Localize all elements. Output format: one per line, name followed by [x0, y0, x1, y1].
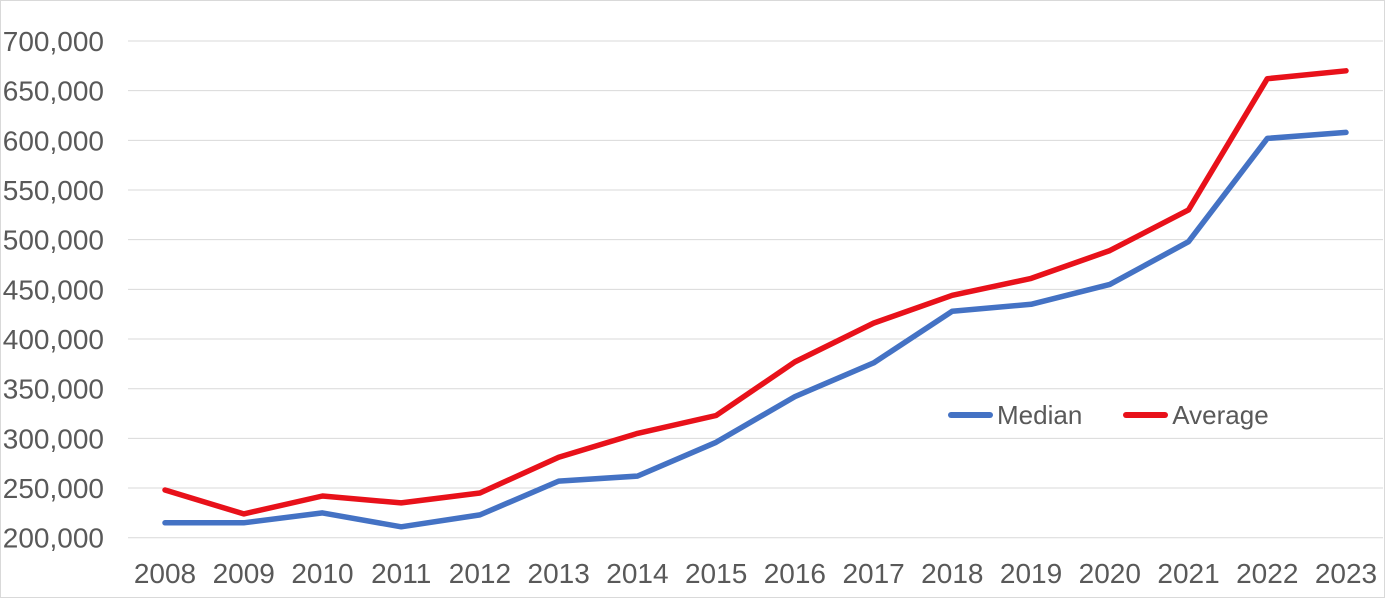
x-axis-label: 2013	[528, 558, 590, 589]
x-axis-label: 2012	[449, 558, 511, 589]
x-axis-label: 2008	[134, 558, 196, 589]
y-axis-label: 650,000	[3, 76, 104, 107]
legend-item-average: Average	[1123, 399, 1269, 431]
legend-label-average: Average	[1172, 400, 1269, 430]
y-axis-label: 550,000	[3, 175, 104, 206]
chart-legend: Median Average	[948, 399, 1269, 431]
y-axis-label: 250,000	[3, 473, 104, 504]
x-axis-label: 2009	[213, 558, 275, 589]
x-axis-label: 2014	[606, 558, 668, 589]
y-axis-label: 300,000	[3, 423, 104, 454]
x-axis-label: 2018	[921, 558, 983, 589]
legend-item-median: Median	[948, 399, 1082, 431]
average-series-line	[162, 68, 1349, 517]
y-axis-label: 400,000	[3, 324, 104, 355]
y-axis-label: 350,000	[3, 374, 104, 405]
x-axis-label: 2020	[1079, 558, 1141, 589]
y-axis-label: 450,000	[3, 274, 104, 305]
x-axis-label: 2021	[1157, 558, 1219, 589]
x-axis-label: 2017	[842, 558, 904, 589]
y-axis-label: 600,000	[3, 125, 104, 156]
x-axis-label: 2022	[1236, 558, 1298, 589]
x-axis-label: 2023	[1315, 558, 1377, 589]
x-axis-label: 2010	[291, 558, 353, 589]
y-axis-label: 700,000	[3, 26, 104, 57]
average-line-swatch	[1123, 412, 1169, 418]
x-axis-label: 2019	[1000, 558, 1062, 589]
legend-label-median: Median	[997, 400, 1083, 430]
y-axis-label: 200,000	[3, 523, 104, 554]
median-series-line	[162, 129, 1349, 530]
x-axis-label: 2011	[371, 558, 431, 589]
y-axis-label: 500,000	[3, 225, 104, 256]
x-axis-label: 2015	[685, 558, 747, 589]
x-axis-label: 2016	[764, 558, 826, 589]
median-line-swatch	[948, 412, 993, 418]
